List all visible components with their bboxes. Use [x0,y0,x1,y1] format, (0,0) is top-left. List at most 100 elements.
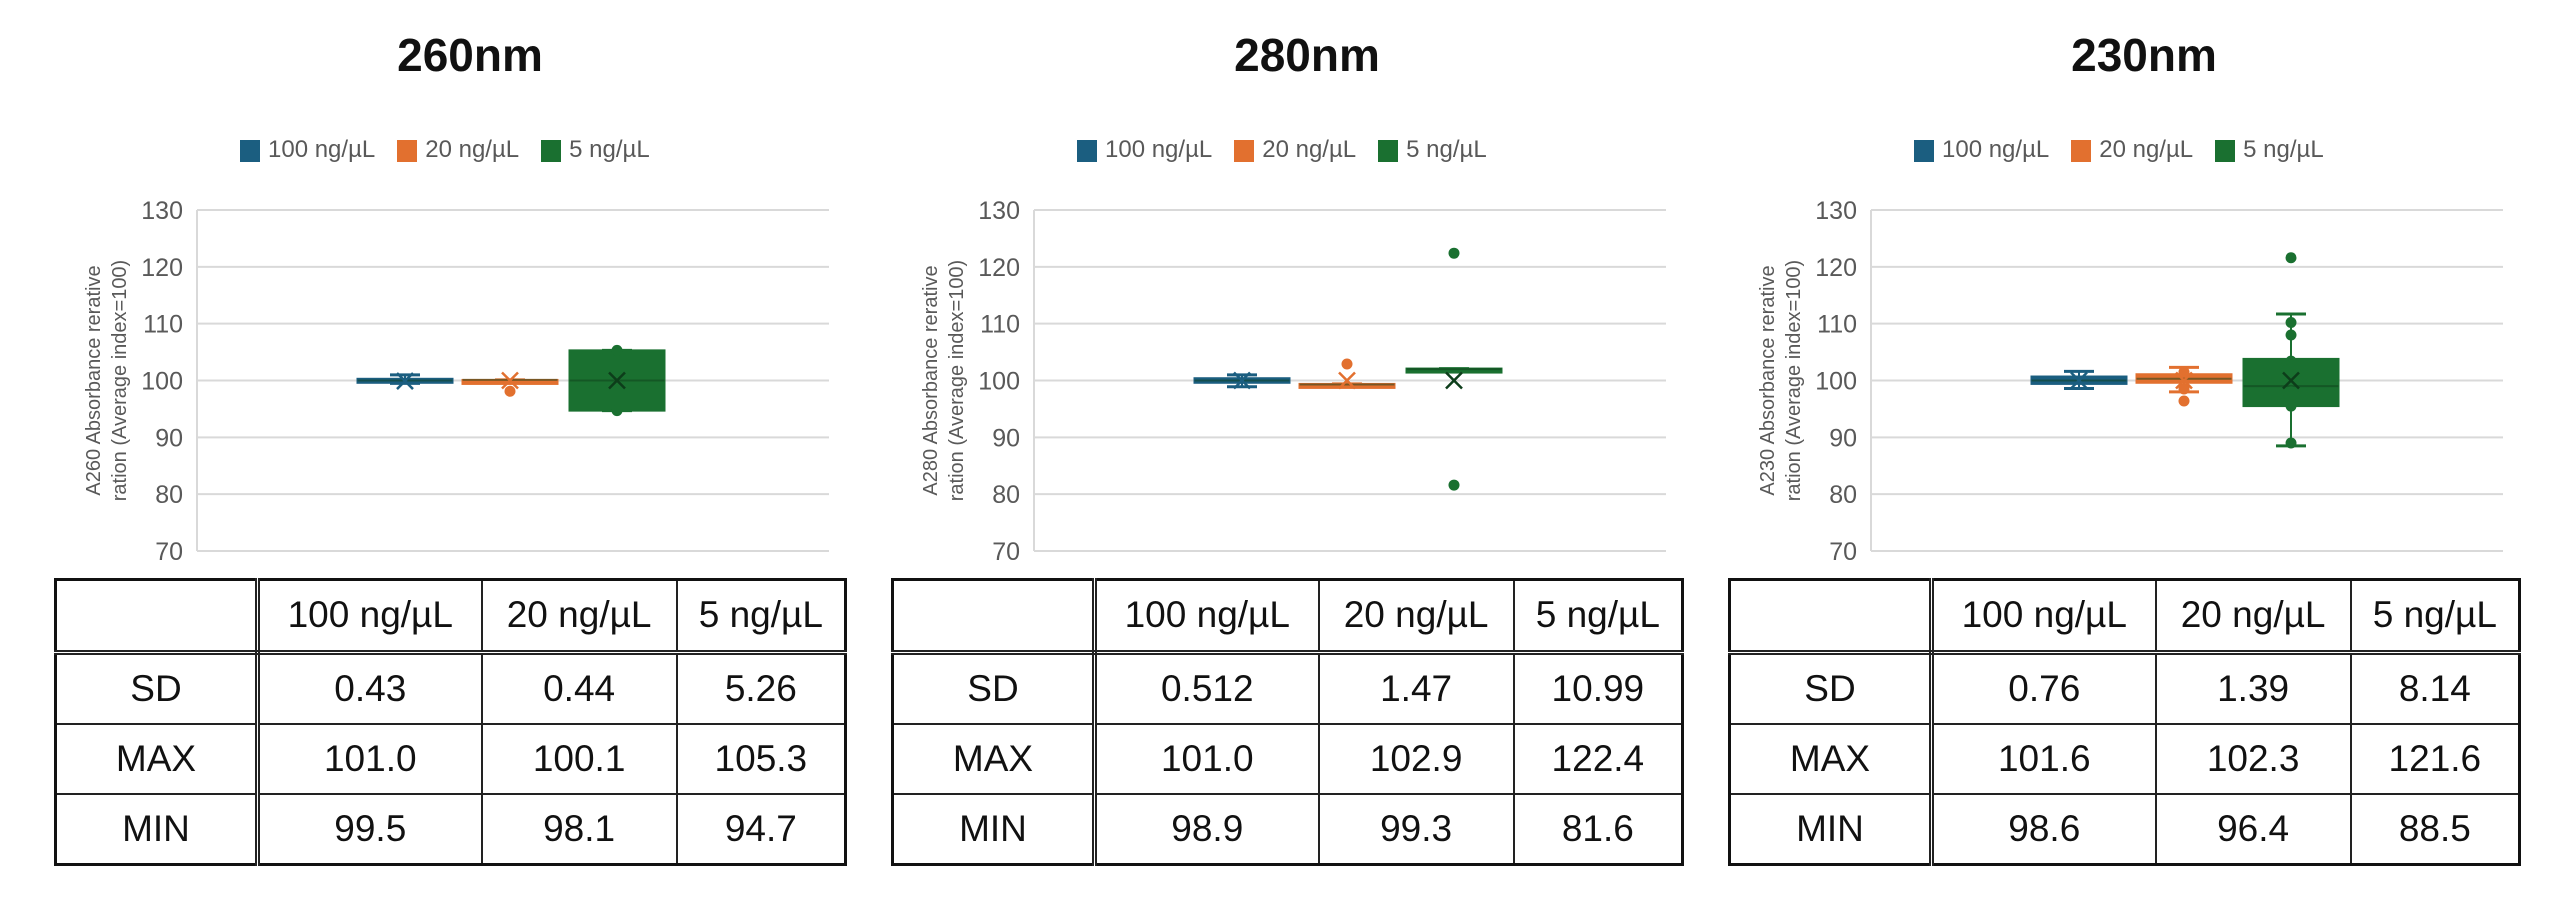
row-header: SD [54,651,260,726]
row-header: MAX [1728,723,1934,795]
legend-swatch [240,139,260,162]
row-header: MAX [54,723,260,795]
y-tick-label: 80 [992,481,1020,509]
legend-item: 20 ng/µL [397,136,519,164]
legend-swatch [397,139,418,162]
legend: 100 ng/µL 20 ng/µL 5 ng/µL [240,136,650,164]
y-tick-label: 130 [978,197,1020,225]
box-plot: 130 120 110 100 90 80 70 A230 Absorbance rerati… [1757,197,2503,566]
row-header: MIN [54,792,260,866]
y-axis-title: A230 Absorbance rerative ration (Average … [1757,260,1805,501]
column-header: 5 ng/µL [675,578,847,655]
y-tick-label: 100 [141,368,183,396]
box-plot: 130 120 110 100 90 80 70 A260 Absorbance rerati… [83,197,829,566]
y-tick-label: 70 [155,538,183,566]
table-cell: 0.512 [1093,651,1320,726]
legend: 100 ng/µL 20 ng/µL 5 ng/µL [1914,136,2324,164]
svg-text:A230 Absorbance rerative: A230 Absorbance rerative [1757,265,1779,495]
table-row: SD 0.76 1.39 8.14 [1728,651,2521,726]
data-point [2178,383,2190,395]
table-row: MIN 98.6 96.4 88.5 [1728,792,2521,866]
legend-label: 100 ng/µL [1942,136,2050,163]
table-cell: 98.6 [1930,792,2157,866]
data-point [2178,366,2190,378]
y-axis-title: A280 Absorbance rerative ration (Average … [920,260,968,501]
stats-table: 100 ng/µL 20 ng/µL 5 ng/µL SD 0.43 0.44 5.26 MA… [54,578,847,866]
mean-marker [1233,371,1251,390]
stats-table: 100 ng/µL 20 ng/µL 5 ng/µL SD 0.76 1.39 8.14 MA… [1728,578,2521,866]
table-cell: 10.99 [1512,651,1684,726]
table-cell: 99.5 [256,792,483,866]
legend-item: 5 ng/µL [2215,136,2324,164]
table-cell: 94.7 [675,792,847,866]
table-cell: 96.4 [2154,792,2352,866]
chart-title: 230nm [2071,29,2217,81]
legend-item: 5 ng/µL [1378,136,1487,164]
legend-label: 100 ng/µL [1105,136,1213,163]
row-header: SD [1728,651,1934,726]
mean-marker [1445,371,1463,390]
legend-item: 20 ng/µL [1234,136,1356,164]
data-point [611,405,623,417]
table-cell: 101.0 [1093,723,1320,795]
y-tick-label: 70 [1829,538,1857,566]
table-cell: 5.26 [675,651,847,726]
table-row: MAX 101.6 102.3 121.6 [1728,723,2521,795]
table-corner [1728,578,1934,655]
table-row: MAX 101.0 102.9 122.4 [891,723,1684,795]
table-cell: 81.6 [1512,792,1684,866]
data-point [2285,329,2297,341]
table-cell: 99.3 [1317,792,1515,866]
box-2 [2242,252,2340,449]
row-header: MIN [891,792,1097,866]
box-1 [1298,358,1396,390]
table-row: MIN 98.9 99.3 81.6 [891,792,1684,866]
column-header: 20 ng/µL [1317,578,1515,655]
box-1 [2135,365,2233,407]
chart-panel-280nm: 280nm 100 ng/µL 20 ng/µL 5 ng/µL 130 120 110 1… [837,0,1684,918]
table-corner [891,578,1097,655]
table-cell: 0.43 [256,651,483,726]
data-point [1341,358,1353,370]
column-header: 20 ng/µL [480,578,678,655]
table-cell: 101.0 [256,723,483,795]
mean-marker [1338,371,1356,390]
stats-table: 100 ng/µL 20 ng/µL 5 ng/µL SD 0.512 1.47 10.99… [891,578,1684,866]
table-cell: 0.44 [480,651,678,726]
y-tick-label: 70 [992,538,1020,566]
y-tick-label: 80 [155,481,183,509]
y-tick-label: 130 [141,197,183,225]
data-point [1448,247,1460,259]
y-tick-label: 110 [1817,311,1857,339]
row-header: MIN [1728,792,1934,866]
box-0 [356,372,454,390]
legend-label: 5 ng/µL [2243,136,2324,163]
y-tick-label: 120 [1815,254,1857,282]
mean-marker [501,371,519,390]
data-point [2285,386,2297,398]
y-tick-label: 100 [978,368,1020,396]
legend-label: 5 ng/µL [1406,136,1487,163]
column-header: 100 ng/µL [1093,578,1320,655]
mean-marker [608,371,626,390]
table-cell: 98.1 [480,792,678,866]
box-0 [2030,369,2128,390]
data-point [2178,395,2190,407]
mean-marker [2282,371,2300,390]
y-tick-label: 90 [1829,424,1857,452]
chart-panel-230nm: 230nm 100 ng/µL 20 ng/µL 5 ng/µL 130 120 110 1… [1674,0,2521,918]
table-header-row: 100 ng/µL 20 ng/µL 5 ng/µL [891,578,1684,655]
table-cell: 121.6 [2349,723,2521,795]
table-header-row: 100 ng/µL 20 ng/µL 5 ng/µL [1728,578,2521,655]
table-row: SD 0.43 0.44 5.26 [54,651,847,726]
legend-swatch [2071,139,2092,162]
legend-swatch [2215,139,2236,162]
mean-marker [396,372,414,390]
y-tick-label: 110 [980,311,1020,339]
data-point [2285,355,2297,367]
y-tick-label: 130 [1815,197,1857,225]
table-cell: 122.4 [1512,723,1684,795]
mean-marker [2070,371,2088,390]
box-1 [461,371,559,397]
svg-text:ration (Average index=100): ration (Average index=100) [1783,260,1805,501]
